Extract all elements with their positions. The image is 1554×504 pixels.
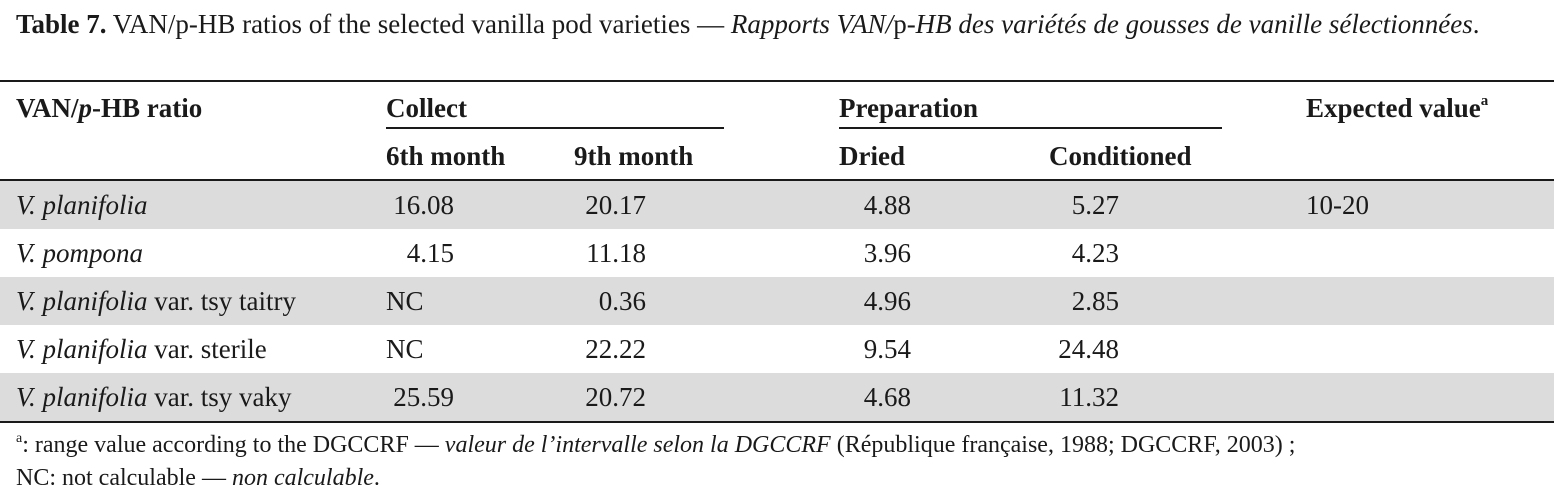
table-row-1-expected: 10-20 <box>1306 190 1369 220</box>
caption-text-fr-1: Rapports VAN/ <box>730 9 894 39</box>
table-row-2-dried: 3.96 <box>863 238 911 268</box>
row-band-3 <box>0 277 1554 325</box>
table-row-1-cond: 5.27 <box>1071 190 1119 220</box>
footnote-1: a: range value according to the DGCCRF —… <box>16 431 1296 459</box>
table-row-1-m9: 20.17 <box>585 190 646 220</box>
footnote-2: NC: not calculable — non calculable. <box>16 465 380 491</box>
table-row-4-dried: 9.54 <box>863 334 911 364</box>
table-row-4-m9: 22.22 <box>585 334 646 364</box>
header-collect: Collect <box>386 93 467 123</box>
table-row-2-m9: 11.18 <box>586 238 646 268</box>
header-9th-month: 9th month <box>574 141 694 171</box>
header-dried: Dried <box>839 141 905 171</box>
preparation-underline <box>839 127 1222 129</box>
table-row-5-dried: 4.68 <box>863 382 911 412</box>
table-row-3-dried: 4.96 <box>863 286 911 316</box>
header-conditioned: Conditioned <box>1049 141 1192 171</box>
table-row-1-name: V. planifolia <box>16 190 148 220</box>
table-row-3-cond: 2.85 <box>1071 286 1119 316</box>
header-expected: Expected valuea <box>1306 92 1488 124</box>
table-row-5-m9: 20.72 <box>585 382 646 412</box>
table-row-5-m6: 25.59 <box>393 382 454 412</box>
row-band-1 <box>0 181 1554 229</box>
caption-text-fr-p: p <box>893 9 907 39</box>
table-row-2-name: V. pompona <box>16 238 144 268</box>
table-row-3-name: V. planifolia var. tsy taitry <box>16 286 297 316</box>
bottom-rule <box>0 421 1554 423</box>
header-expected-text: Expected value <box>1306 93 1481 123</box>
table-row-2-cond: 4.23 <box>1071 238 1119 268</box>
table-row-3-m9: 0.36 <box>598 286 646 316</box>
header-expected-sup: a <box>1480 93 1489 109</box>
table-row-3-m6: NC <box>386 286 424 316</box>
caption-text-en: VAN/p-HB ratios of the selected vanilla … <box>106 9 731 39</box>
table-row-4-m6: NC <box>386 334 424 364</box>
caption-period: . <box>1472 9 1480 39</box>
table-row-5-cond: 11.32 <box>1059 382 1119 412</box>
caption-text-fr-2: -HB des variétés de gousses de vanille s… <box>906 9 1473 39</box>
caption-label: Table 7. <box>16 9 107 39</box>
header-ratio: VAN/p-HB ratio <box>16 93 203 123</box>
table-row-1-dried: 4.88 <box>863 190 911 220</box>
table-row-4-name: V. planifolia var. sterile <box>16 334 267 364</box>
header-rule <box>0 179 1554 181</box>
table-caption: Table 7. VAN/p-HB ratios of the selected… <box>16 8 1541 40</box>
table-row-4-cond: 24.48 <box>1058 334 1119 364</box>
collect-underline <box>386 127 724 129</box>
table-row-2-m6: 4.15 <box>406 238 454 268</box>
table-row-5-name: V. planifolia var. tsy vaky <box>16 382 292 412</box>
header-6th-month: 6th month <box>386 141 506 171</box>
row-band-5 <box>0 373 1554 421</box>
table-row-1-m6: 16.08 <box>393 190 454 220</box>
top-rule <box>0 80 1554 82</box>
header-preparation: Preparation <box>839 93 978 123</box>
